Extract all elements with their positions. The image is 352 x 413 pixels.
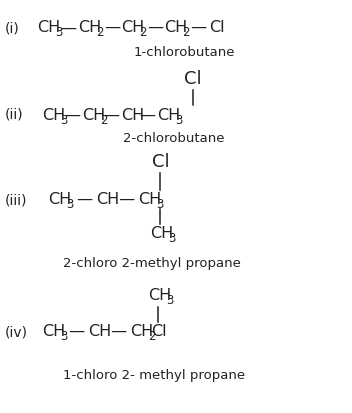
Text: CH: CH xyxy=(88,324,111,339)
Text: CH: CH xyxy=(150,226,173,241)
Text: —: — xyxy=(114,192,135,207)
Text: CH: CH xyxy=(130,324,153,339)
Text: 2: 2 xyxy=(139,26,146,39)
Text: Cl: Cl xyxy=(184,70,202,88)
Text: 3: 3 xyxy=(60,330,67,343)
Text: CH: CH xyxy=(121,21,144,36)
Text: 3: 3 xyxy=(156,198,163,211)
Text: Cl: Cl xyxy=(151,324,166,339)
Text: 2: 2 xyxy=(96,26,103,39)
Text: 3: 3 xyxy=(66,198,73,211)
Text: —: — xyxy=(64,324,85,339)
Text: 3: 3 xyxy=(55,26,62,39)
Text: CH: CH xyxy=(82,107,105,122)
Text: Cl: Cl xyxy=(152,153,170,171)
Text: —: — xyxy=(139,107,155,122)
Text: CH: CH xyxy=(148,288,171,303)
Text: CH: CH xyxy=(96,192,119,207)
Text: 1-chloro 2- methyl propane: 1-chloro 2- methyl propane xyxy=(63,368,245,380)
Text: 2: 2 xyxy=(100,113,107,126)
Text: CH: CH xyxy=(121,107,144,122)
Text: 3: 3 xyxy=(60,113,67,126)
Text: 2-chloro 2-methyl propane: 2-chloro 2-methyl propane xyxy=(63,257,241,270)
Text: CH: CH xyxy=(48,192,71,207)
Text: CH: CH xyxy=(164,21,187,36)
Text: CH: CH xyxy=(37,21,60,36)
Text: —: — xyxy=(186,21,207,36)
Text: —: — xyxy=(143,21,164,36)
Text: Cl: Cl xyxy=(209,21,225,36)
Text: 3: 3 xyxy=(168,232,175,245)
Text: —: — xyxy=(64,107,80,122)
Text: —: — xyxy=(72,192,93,207)
Text: CH: CH xyxy=(78,21,101,36)
Text: —: — xyxy=(106,324,127,339)
Text: (ii): (ii) xyxy=(5,108,24,122)
Text: 2: 2 xyxy=(148,330,156,343)
Text: 3: 3 xyxy=(175,113,182,126)
Text: 2-chlorobutane: 2-chlorobutane xyxy=(123,131,225,144)
Text: CH: CH xyxy=(42,107,65,122)
Text: CH: CH xyxy=(138,192,161,207)
Text: 2: 2 xyxy=(182,26,189,39)
Text: CH: CH xyxy=(42,324,65,339)
Text: (iii): (iii) xyxy=(5,192,27,206)
Text: —: — xyxy=(100,21,121,36)
Text: 3: 3 xyxy=(166,294,174,307)
Text: (iv): (iv) xyxy=(5,324,28,338)
Text: (i): (i) xyxy=(5,21,20,35)
Text: —: — xyxy=(103,107,119,122)
Text: 1-chlorobutane: 1-chlorobutane xyxy=(134,45,235,58)
Text: CH: CH xyxy=(157,107,180,122)
Text: —: — xyxy=(60,21,76,36)
